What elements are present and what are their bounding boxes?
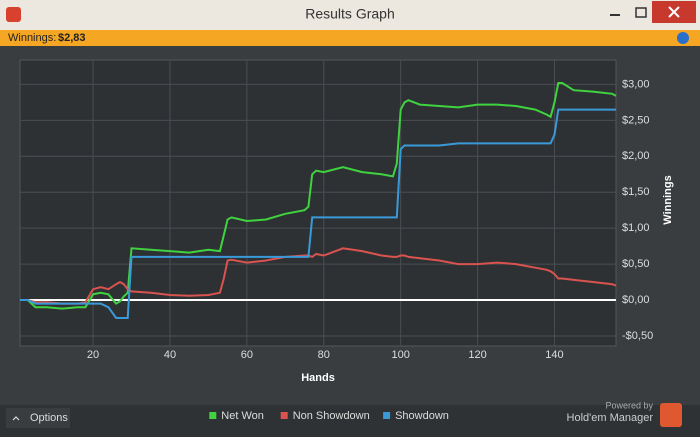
x-tick-label: 60 bbox=[241, 349, 253, 361]
legend-swatch bbox=[383, 412, 391, 419]
y-tick-label: -$0,50 bbox=[622, 330, 653, 342]
x-tick-label: 100 bbox=[391, 349, 409, 361]
series-line bbox=[20, 108, 616, 319]
options-arrow bbox=[12, 416, 20, 421]
x-tick-label: 20 bbox=[87, 349, 99, 361]
options-button[interactable] bbox=[6, 408, 70, 428]
maximize-button[interactable] bbox=[628, 2, 654, 24]
y-tick-label: $3,00 bbox=[622, 78, 650, 90]
y-tick-label: $2,50 bbox=[622, 114, 650, 126]
winnings-label: Winnings: bbox=[8, 32, 56, 44]
window-title: Results Graph bbox=[305, 6, 394, 22]
y-tick-label: $0,50 bbox=[622, 258, 650, 270]
x-tick-label: 120 bbox=[468, 349, 486, 361]
help-icon[interactable] bbox=[677, 32, 689, 44]
x-tick-label: 40 bbox=[164, 349, 176, 361]
plot bbox=[20, 60, 617, 346]
bottom-bar bbox=[0, 405, 700, 437]
y-tick-label: $1,00 bbox=[622, 222, 650, 234]
title-bar bbox=[0, 0, 700, 30]
legend-swatch bbox=[209, 412, 217, 419]
y-tick-label: $0,00 bbox=[622, 294, 650, 306]
legend-label: Non Showdown bbox=[293, 410, 370, 422]
x-tick-label: 80 bbox=[318, 349, 330, 361]
winnings-value: $2,83 bbox=[58, 32, 86, 44]
brand-name: Hold'em Manager bbox=[567, 412, 654, 424]
options-label[interactable]: Options bbox=[30, 412, 68, 424]
x-axis-label: Hands bbox=[301, 372, 335, 384]
plot-area bbox=[19, 59, 617, 347]
y-axis-label: Winnings bbox=[662, 175, 674, 224]
y-tick-label: $2,00 bbox=[622, 150, 650, 162]
close-button[interactable] bbox=[652, 1, 696, 23]
powered-by: Powered by bbox=[605, 400, 653, 410]
x-tick-label: 140 bbox=[545, 349, 563, 361]
legend-label: Net Won bbox=[221, 410, 264, 422]
winnings-bar bbox=[0, 30, 700, 46]
app-icon bbox=[6, 7, 21, 22]
series-line bbox=[20, 82, 617, 310]
legend-label: Showdown bbox=[395, 410, 449, 422]
legend-swatch bbox=[280, 412, 288, 419]
y-tick-label: $1,50 bbox=[622, 186, 650, 198]
brand-logo bbox=[660, 403, 682, 427]
minimize-button[interactable] bbox=[602, 2, 628, 24]
